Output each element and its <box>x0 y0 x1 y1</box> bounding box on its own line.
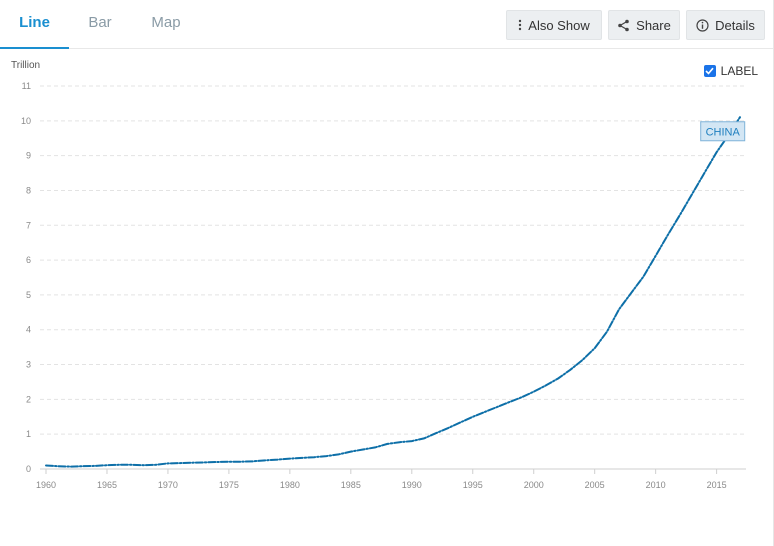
series-line-0 <box>45 114 742 468</box>
x-tick-label-1980: 1980 <box>280 480 300 490</box>
x-tick-label-1960: 1960 <box>36 480 56 490</box>
x-tick-label-2015: 2015 <box>707 480 727 490</box>
y-tick-label-6: 6 <box>26 255 31 265</box>
share-button[interactable]: Share <box>608 10 680 40</box>
chart-type-tabs: Line Bar Map <box>0 0 201 49</box>
label-toggle[interactable]: LABEL <box>703 64 758 78</box>
y-tick-label-4: 4 <box>26 325 31 335</box>
series-callouts: CHINA <box>700 121 746 142</box>
tab-bar[interactable]: Bar <box>88 14 112 31</box>
x-tick-label-1990: 1990 <box>402 480 422 490</box>
x-tick-label-1985: 1985 <box>341 480 361 490</box>
grid-lines <box>40 85 746 435</box>
x-tick-label-2005: 2005 <box>585 480 605 490</box>
x-tick-label-2010: 2010 <box>646 480 666 490</box>
y-tick-label-7: 7 <box>26 220 31 230</box>
also-show-label: Also Show <box>528 17 590 33</box>
details-button[interactable]: Details <box>686 10 765 40</box>
also-show-button[interactable]: Also Show <box>506 10 602 40</box>
y-unit-label: Trillion <box>11 60 40 71</box>
checkbox-checked-icon[interactable] <box>703 65 716 77</box>
y-tick-label-1: 1 <box>26 429 31 439</box>
x-tick-label-1975: 1975 <box>219 480 239 490</box>
y-tick-label-0: 0 <box>26 464 31 474</box>
tab-line[interactable]: Line <box>0 0 69 49</box>
y-axis-ticks: 0 1 2 3 4 5 6 7 8 9 10 11 <box>21 81 31 474</box>
y-tick-label-8: 8 <box>26 185 31 195</box>
label-toggle-text: LABEL <box>720 64 758 78</box>
x-tick-label-1965: 1965 <box>97 480 117 490</box>
action-buttons: Also Show Share Details <box>506 10 765 40</box>
y-tick-label-5: 5 <box>26 290 31 300</box>
y-tick-label-2: 2 <box>26 394 31 404</box>
tab-map[interactable]: Map <box>151 14 181 31</box>
y-tick-label-10: 10 <box>21 116 31 126</box>
callout-box-0 <box>700 121 746 142</box>
share-icon <box>617 19 630 32</box>
y-tick-label-3: 3 <box>26 360 31 370</box>
share-label: Share <box>636 17 671 33</box>
top-bar: Line Bar Map Also Show Share Details <box>0 0 773 49</box>
x-tick-label-1970: 1970 <box>158 480 178 490</box>
x-tick-label-2000: 2000 <box>524 480 544 490</box>
info-icon <box>696 18 709 32</box>
series-china <box>45 114 742 468</box>
y-tick-label-11: 11 <box>22 81 31 91</box>
callout-label-0: CHINA <box>706 126 741 138</box>
details-label: Details <box>715 17 755 33</box>
y-tick-label-9: 9 <box>26 151 31 161</box>
vertical-ellipsis-icon <box>518 19 522 31</box>
x-tick-label-1995: 1995 <box>463 480 483 490</box>
x-axis-ticks: 1960 1965 1970 1975 1980 1985 1990 1995 2000 2005… <box>36 469 727 490</box>
